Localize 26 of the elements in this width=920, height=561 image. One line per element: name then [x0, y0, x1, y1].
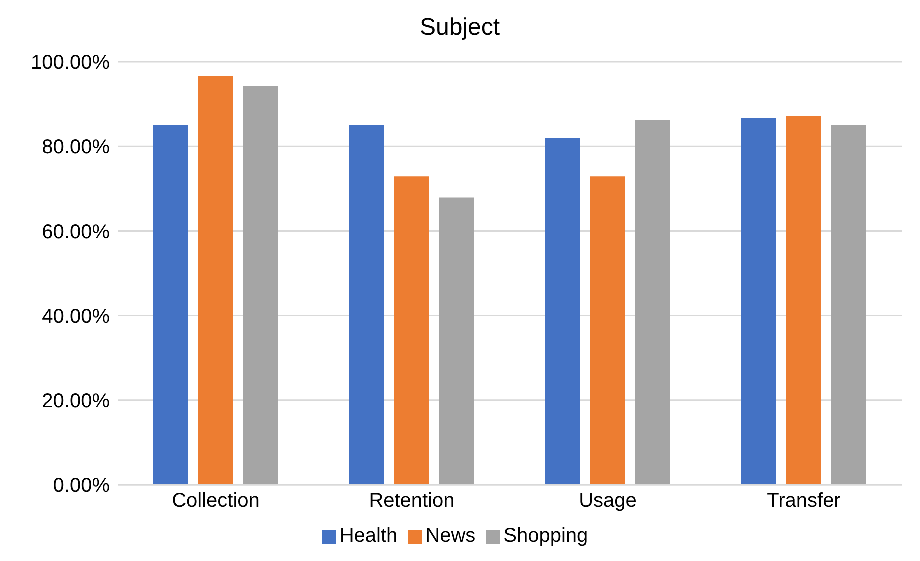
- bar: [635, 120, 670, 485]
- bar: [741, 118, 776, 485]
- bar: [394, 176, 430, 485]
- legend-label: Health: [340, 525, 398, 547]
- y-tick-label: 40.00%: [42, 306, 110, 328]
- legend-label: Shopping: [504, 525, 588, 547]
- legend-label: News: [426, 525, 476, 547]
- bar: [198, 76, 234, 485]
- bar: [786, 116, 822, 485]
- x-tick-label: Transfer: [767, 490, 842, 512]
- x-tick-label: Usage: [579, 490, 637, 512]
- chart-title: Subject: [418, 13, 502, 43]
- y-tick-label: 0.00%: [53, 475, 110, 498]
- bar: [243, 86, 278, 485]
- bar: [153, 125, 188, 485]
- bar: [439, 198, 474, 485]
- y-tick-label: 80.00%: [42, 136, 110, 159]
- bar: [349, 125, 384, 485]
- y-tick-label: 20.00%: [42, 390, 110, 412]
- y-tick-label: 60.00%: [42, 221, 110, 244]
- bar: [831, 125, 866, 485]
- bar: [545, 138, 580, 485]
- x-tick-label: Retention: [369, 490, 455, 512]
- y-tick-label: 100.00%: [31, 52, 110, 74]
- x-tick-label: Collection: [172, 490, 260, 512]
- bar: [590, 176, 626, 485]
